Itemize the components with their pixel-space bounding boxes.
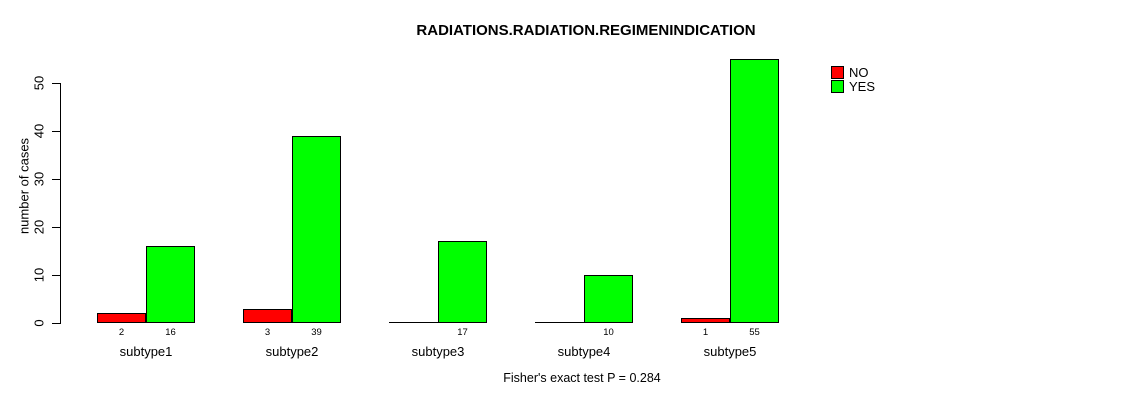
legend: NO YES: [831, 66, 875, 94]
y-axis-line: [60, 83, 61, 324]
bar-yes-subtype3: [438, 241, 487, 323]
y-tick-label: 20: [31, 219, 47, 235]
y-tick-label: 40: [31, 123, 47, 139]
legend-label-no: NO: [849, 65, 869, 80]
bar-value-label: 39: [311, 327, 322, 338]
bar-value-label: 3: [264, 327, 271, 338]
legend-item-yes: YES: [831, 80, 875, 93]
bar-yes-subtype5: [730, 59, 779, 323]
y-axis-tick: [52, 179, 60, 180]
y-tick-label: 50: [31, 75, 47, 91]
x-category-label: subtype1: [119, 344, 173, 359]
x-category-label: subtype5: [703, 344, 757, 359]
y-tick-label: 0: [31, 319, 47, 327]
bar-no-subtype5: [681, 318, 730, 323]
bar-no-subtype3: [389, 322, 438, 323]
x-category-label: subtype2: [265, 344, 319, 359]
legend-label-yes: YES: [849, 79, 876, 94]
y-axis-tick: [52, 323, 60, 324]
bar-yes-subtype1: [146, 246, 195, 323]
bar-yes-subtype4: [584, 275, 633, 323]
x-category-label: subtype4: [557, 344, 611, 359]
y-axis-tick: [52, 227, 60, 228]
legend-item-no: NO: [831, 66, 875, 79]
y-tick-label: 30: [31, 171, 47, 187]
x-category-label: subtype3: [411, 344, 465, 359]
bar-value-label: 1: [702, 327, 709, 338]
y-axis-label: number of cases: [16, 137, 32, 235]
bar-value-label: 17: [457, 327, 468, 338]
bar-no-subtype4: [535, 322, 584, 323]
chart-title: RADIATIONS.RADIATION.REGIMENINDICATION: [416, 22, 756, 39]
bar-yes-subtype2: [292, 136, 341, 323]
legend-swatch-yes: [831, 80, 844, 93]
bar-value-label: 16: [165, 327, 176, 338]
annotation-fishers-test: Fisher's exact test P = 0.284: [503, 371, 661, 385]
bar-value-label: 2: [118, 327, 125, 338]
bar-no-subtype2: [243, 309, 292, 323]
y-axis-tick: [52, 131, 60, 132]
bar-value-label: 55: [749, 327, 760, 338]
bar-no-subtype1: [97, 313, 146, 323]
y-axis-tick: [52, 275, 60, 276]
legend-swatch-no: [831, 66, 844, 79]
bar-value-label: 10: [603, 327, 614, 338]
y-tick-label: 10: [31, 267, 47, 283]
y-axis-tick: [52, 83, 60, 84]
